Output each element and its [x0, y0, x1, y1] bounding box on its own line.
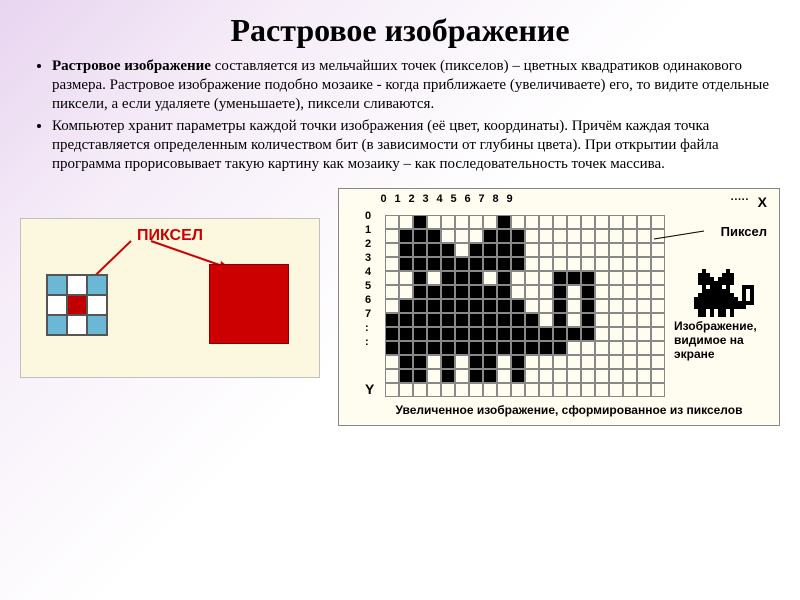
x-axis-arrow-icon: ····· [731, 194, 749, 206]
x-axis-letter: X [758, 194, 767, 210]
bullet-2: Компьютер хранит параметры каждой точки … [52, 117, 770, 173]
enlarged-pixel-square [209, 264, 289, 344]
small-cat-preview [694, 269, 754, 317]
y-axis-letter: Y [365, 381, 374, 397]
figure-raster-grid: 0123456789 ····· X 01234567:: Y Пиксел И… [338, 188, 780, 426]
x-axis-labels: 0123456789 [379, 193, 514, 205]
figures-row: ПИКСЕЛ 0123456789 ····· X 01234567:: Y П… [0, 178, 800, 426]
figure-pixel-zoom: ПИКСЕЛ [20, 218, 320, 378]
screen-caption: Изображение, видимое на экране [674, 319, 769, 362]
y-axis-labels: 01234567:: [365, 209, 371, 349]
mini-pixel-grid [46, 274, 108, 336]
pixel-callout-line-icon [654, 229, 714, 249]
pixel-callout-label: Пиксел [721, 224, 767, 239]
bottom-caption: Увеличенное изображение, сформированное … [367, 403, 771, 417]
